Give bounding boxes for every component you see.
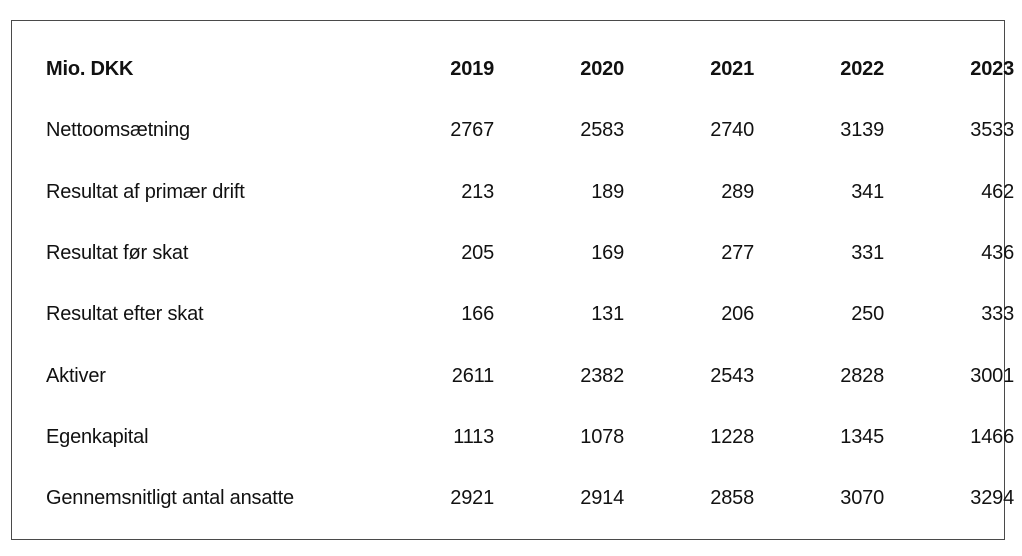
header-row: Mio. DKK 2019 2020 2021 2022 2023 [46, 39, 1014, 100]
cell-value: 2767 [450, 119, 494, 142]
cell-value: 2828 [840, 364, 884, 387]
cell-value: 131 [591, 303, 624, 326]
header-year: 2023 [970, 58, 1014, 81]
cell-value: 333 [981, 303, 1014, 326]
cell-value: 1345 [840, 425, 884, 448]
row-label: Resultat før skat [46, 242, 189, 265]
cell-value: 250 [851, 303, 884, 326]
header-unit-label: Mio. DKK [46, 58, 134, 81]
cell-value: 213 [461, 180, 494, 203]
cell-value: 169 [591, 242, 624, 265]
row-label: Resultat af primær drift [46, 180, 245, 203]
cell-value: 1228 [710, 425, 754, 448]
header-year: 2021 [710, 58, 754, 81]
row-label: Gennemsnitligt antal ansatte [46, 487, 294, 510]
table-row: Resultat før skat 205 169 277 331 436 [46, 223, 1014, 284]
cell-value: 436 [981, 242, 1014, 265]
cell-value: 189 [591, 180, 624, 203]
header-year: 2019 [450, 58, 494, 81]
cell-value: 277 [721, 242, 754, 265]
cell-value: 1113 [453, 425, 494, 448]
cell-value: 3070 [840, 487, 884, 510]
table-row: Egenkapital 1113 1078 1228 1345 1466 [46, 407, 1014, 468]
cell-value: 2583 [580, 119, 624, 142]
cell-value: 2858 [710, 487, 754, 510]
cell-value: 462 [981, 180, 1014, 203]
cell-value: 331 [851, 242, 884, 265]
cell-value: 3294 [970, 487, 1014, 510]
row-label: Resultat efter skat [46, 303, 204, 326]
table-row: Nettoomsætning 2767 2583 2740 3139 3533 [46, 100, 1014, 161]
cell-value: 3533 [970, 119, 1014, 142]
row-label: Egenkapital [46, 425, 149, 448]
cell-value: 206 [721, 303, 754, 326]
cell-value: 3001 [970, 364, 1014, 387]
cell-value: 289 [721, 180, 754, 203]
header-year: 2022 [840, 58, 884, 81]
financial-table-frame: Mio. DKK 2019 2020 2021 2022 2023 Nettoo… [11, 20, 1014, 540]
cell-value: 341 [851, 180, 884, 203]
header-year: 2020 [580, 58, 624, 81]
table-row: Resultat efter skat 166 131 206 250 333 [46, 284, 1014, 345]
cell-value: 2382 [580, 364, 624, 387]
table-row: Aktiver 2611 2382 2543 2828 3001 [46, 345, 1014, 406]
cell-value: 2921 [450, 487, 494, 510]
cell-value: 205 [461, 242, 494, 265]
cell-value: 166 [461, 303, 494, 326]
row-label: Aktiver [46, 364, 106, 387]
cell-value: 1466 [970, 425, 1014, 448]
table-row: Resultat af primær drift 213 189 289 341… [46, 162, 1014, 223]
cell-value: 2611 [451, 364, 494, 387]
cell-value: 1078 [580, 425, 624, 448]
cell-value: 2740 [710, 119, 754, 142]
financial-table: Mio. DKK 2019 2020 2021 2022 2023 Nettoo… [46, 39, 1014, 529]
cell-value: 3139 [840, 119, 884, 142]
row-label: Nettoomsætning [46, 119, 190, 142]
table-row: Gennemsnitligt antal ansatte 2921 2914 2… [46, 468, 1014, 529]
cell-value: 2914 [580, 487, 624, 510]
cell-value: 2543 [710, 364, 754, 387]
